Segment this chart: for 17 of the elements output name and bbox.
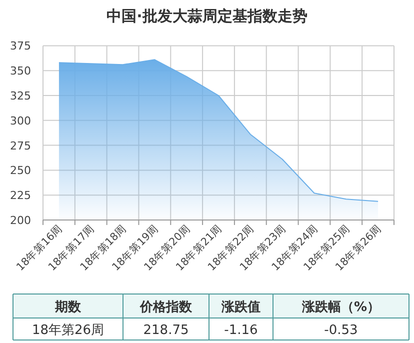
text: 218.75	[143, 323, 189, 338]
y-tick-label: 375	[10, 40, 31, 53]
y-tick-label: 350	[10, 64, 31, 78]
text: -1.16	[224, 323, 258, 338]
y-tick-label: 250	[10, 164, 31, 178]
text: 涨跌幅（%）	[300, 300, 380, 315]
text: 价格指数	[139, 300, 193, 315]
text: -0.53	[324, 323, 358, 338]
y-tick-label: 300	[10, 114, 31, 128]
y-tick-label: 275	[10, 139, 31, 152]
chart-title: 中国·批发大蒜周定基指数走势	[106, 7, 308, 25]
text: 涨跌值	[220, 300, 260, 315]
y-tick-label: 325	[10, 90, 31, 102]
text: 18年第26周	[32, 323, 104, 338]
y-tick-label: 225	[10, 189, 31, 202]
y-tick-label: 200	[10, 214, 31, 227]
text: 期数	[54, 300, 82, 315]
